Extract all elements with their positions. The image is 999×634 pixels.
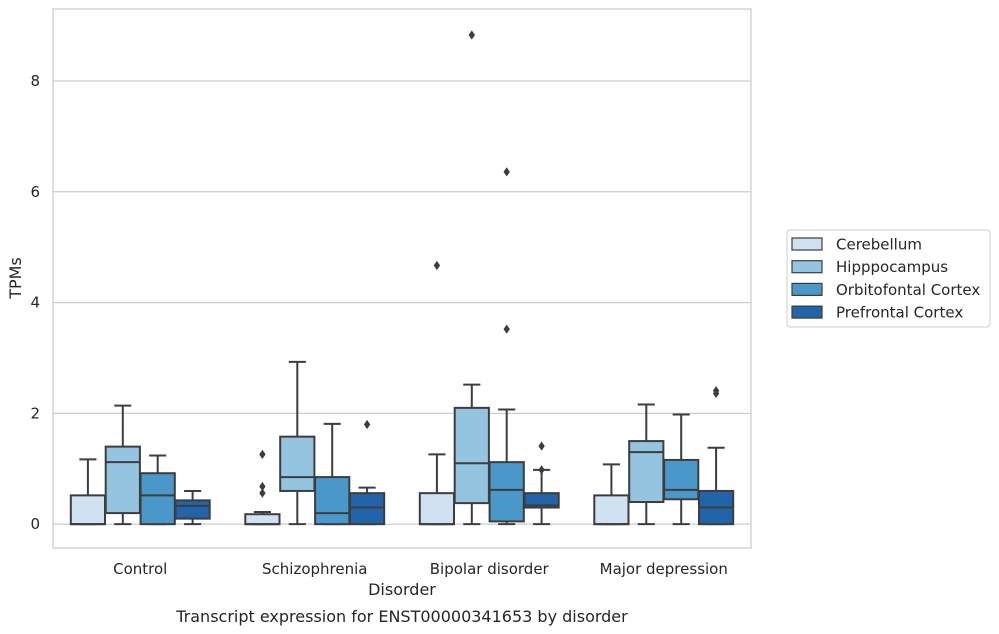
box-iqr [279, 435, 316, 492]
x-tick-label: Schizophrenia [262, 560, 367, 578]
legend-label: Hipppocampus [836, 258, 948, 276]
box-iqr [453, 406, 490, 505]
box-iqr [488, 461, 525, 523]
box-plot [628, 403, 665, 526]
y-tick-label: 2 [30, 404, 40, 422]
x-axis-title: Disorder [368, 580, 436, 599]
x-tick-label: Major depression [600, 560, 728, 578]
box-plot [663, 413, 700, 526]
outlier-point [468, 30, 475, 40]
box-plot [69, 458, 107, 526]
y-tick-label: 6 [30, 183, 40, 201]
box-plot [244, 449, 281, 526]
outlier-point [503, 167, 510, 177]
legend-label: Prefrontal Cortex [836, 304, 963, 322]
y-axis-ticks: 0 2 4 6 8 [30, 72, 40, 533]
outlier-point [363, 419, 371, 430]
box-iqr [628, 440, 665, 504]
outlier-point [259, 449, 266, 459]
box-series-group [69, 30, 735, 526]
box-plot [314, 422, 351, 526]
legend-swatch [791, 282, 823, 296]
series-cerebellum [69, 260, 630, 526]
series-orbitofontal-cortex [139, 167, 700, 526]
box-plot [104, 404, 141, 526]
legend-label: Orbitofontal Cortex [836, 281, 980, 299]
plot-frame [52, 8, 752, 549]
outlier-point [538, 465, 545, 475]
x-tick-label: Bipolar disorder [430, 560, 550, 578]
legend-label: Cerebellum [836, 236, 922, 254]
gridlines [53, 80, 751, 525]
box-iqr [593, 494, 630, 526]
x-tick-label: Control [113, 560, 167, 578]
box-plot [697, 386, 735, 526]
box-plot [453, 30, 490, 526]
box-plot [348, 419, 386, 526]
x-axis-ticks: Control Schizophrenia Bipolar disorder Majo… [113, 560, 728, 578]
series-prefrontal-cortex [174, 386, 735, 526]
box-plot [488, 167, 525, 526]
outlier-point [538, 441, 545, 451]
box-iqr [104, 445, 141, 515]
box-iqr [418, 492, 456, 526]
y-tick-label: 8 [30, 72, 40, 90]
box-iqr [174, 499, 211, 520]
box-iqr [69, 494, 107, 526]
box-iqr [139, 472, 176, 526]
legend-swatch [791, 237, 823, 251]
box-iqr [244, 513, 281, 526]
box-plot [593, 463, 630, 526]
outlier-point [259, 481, 266, 492]
box-plot [139, 454, 176, 526]
outlier-point [433, 260, 441, 271]
box-plot [418, 260, 456, 526]
outlier-point [503, 324, 510, 334]
outlier-point [259, 488, 266, 498]
legend-swatch [791, 260, 823, 274]
chart-caption: Transcript expression for ENST0000034165… [175, 607, 628, 626]
box-plot [279, 360, 316, 526]
legend-swatch [791, 305, 823, 319]
y-axis-title: TPMs [6, 257, 25, 300]
box-iqr [314, 476, 351, 526]
box-plot [523, 441, 560, 526]
box-iqr [523, 492, 560, 509]
series-hipppocampus [104, 30, 665, 526]
box-iqr [348, 492, 386, 526]
box-iqr [663, 458, 700, 501]
legend: Cerebellum Hipppocampus Orbitofontal Corte… [786, 229, 991, 328]
y-tick-label: 0 [30, 515, 40, 533]
y-tick-label: 4 [30, 294, 40, 312]
box-plot [174, 489, 211, 526]
legend-frame [786, 229, 991, 328]
outlier-point [712, 386, 720, 396]
